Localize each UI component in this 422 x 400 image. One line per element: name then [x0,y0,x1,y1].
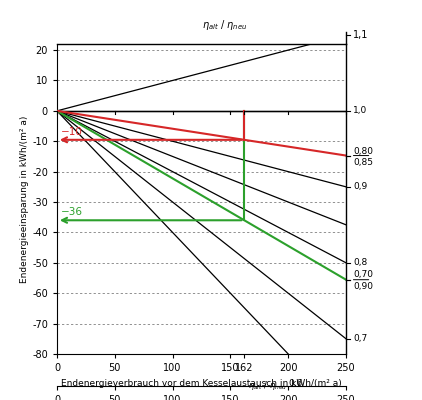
Text: 0,85: 0,85 [353,158,373,167]
Text: 0,80: 0,80 [353,147,373,156]
Text: $\eta_{alt}$ / $\eta_{neu}$: $\eta_{alt}$ / $\eta_{neu}$ [202,18,247,32]
Text: 0,6: 0,6 [288,379,303,388]
Text: 0,7: 0,7 [353,334,367,343]
Text: −10: −10 [60,127,82,137]
Text: 0,8: 0,8 [353,258,367,267]
Text: 0,9: 0,9 [353,182,367,191]
Text: 0,90: 0,90 [353,282,373,291]
X-axis label: Endenergieverbrauch vor dem Kesselaustausch in kWh/(m² a): Endenergieverbrauch vor dem Kesselaustau… [61,378,342,388]
Text: 1,0: 1,0 [353,106,367,115]
Text: 0,70: 0,70 [353,270,373,279]
Text: 1,1: 1,1 [353,30,368,40]
Text: −36: −36 [60,207,82,217]
Text: $\eta_{alt}$ / $\eta_{neu}$: $\eta_{alt}$ / $\eta_{neu}$ [248,379,287,392]
Y-axis label: Endenergieeinsparung in kWh/(m² a): Endenergieeinsparung in kWh/(m² a) [20,115,29,283]
